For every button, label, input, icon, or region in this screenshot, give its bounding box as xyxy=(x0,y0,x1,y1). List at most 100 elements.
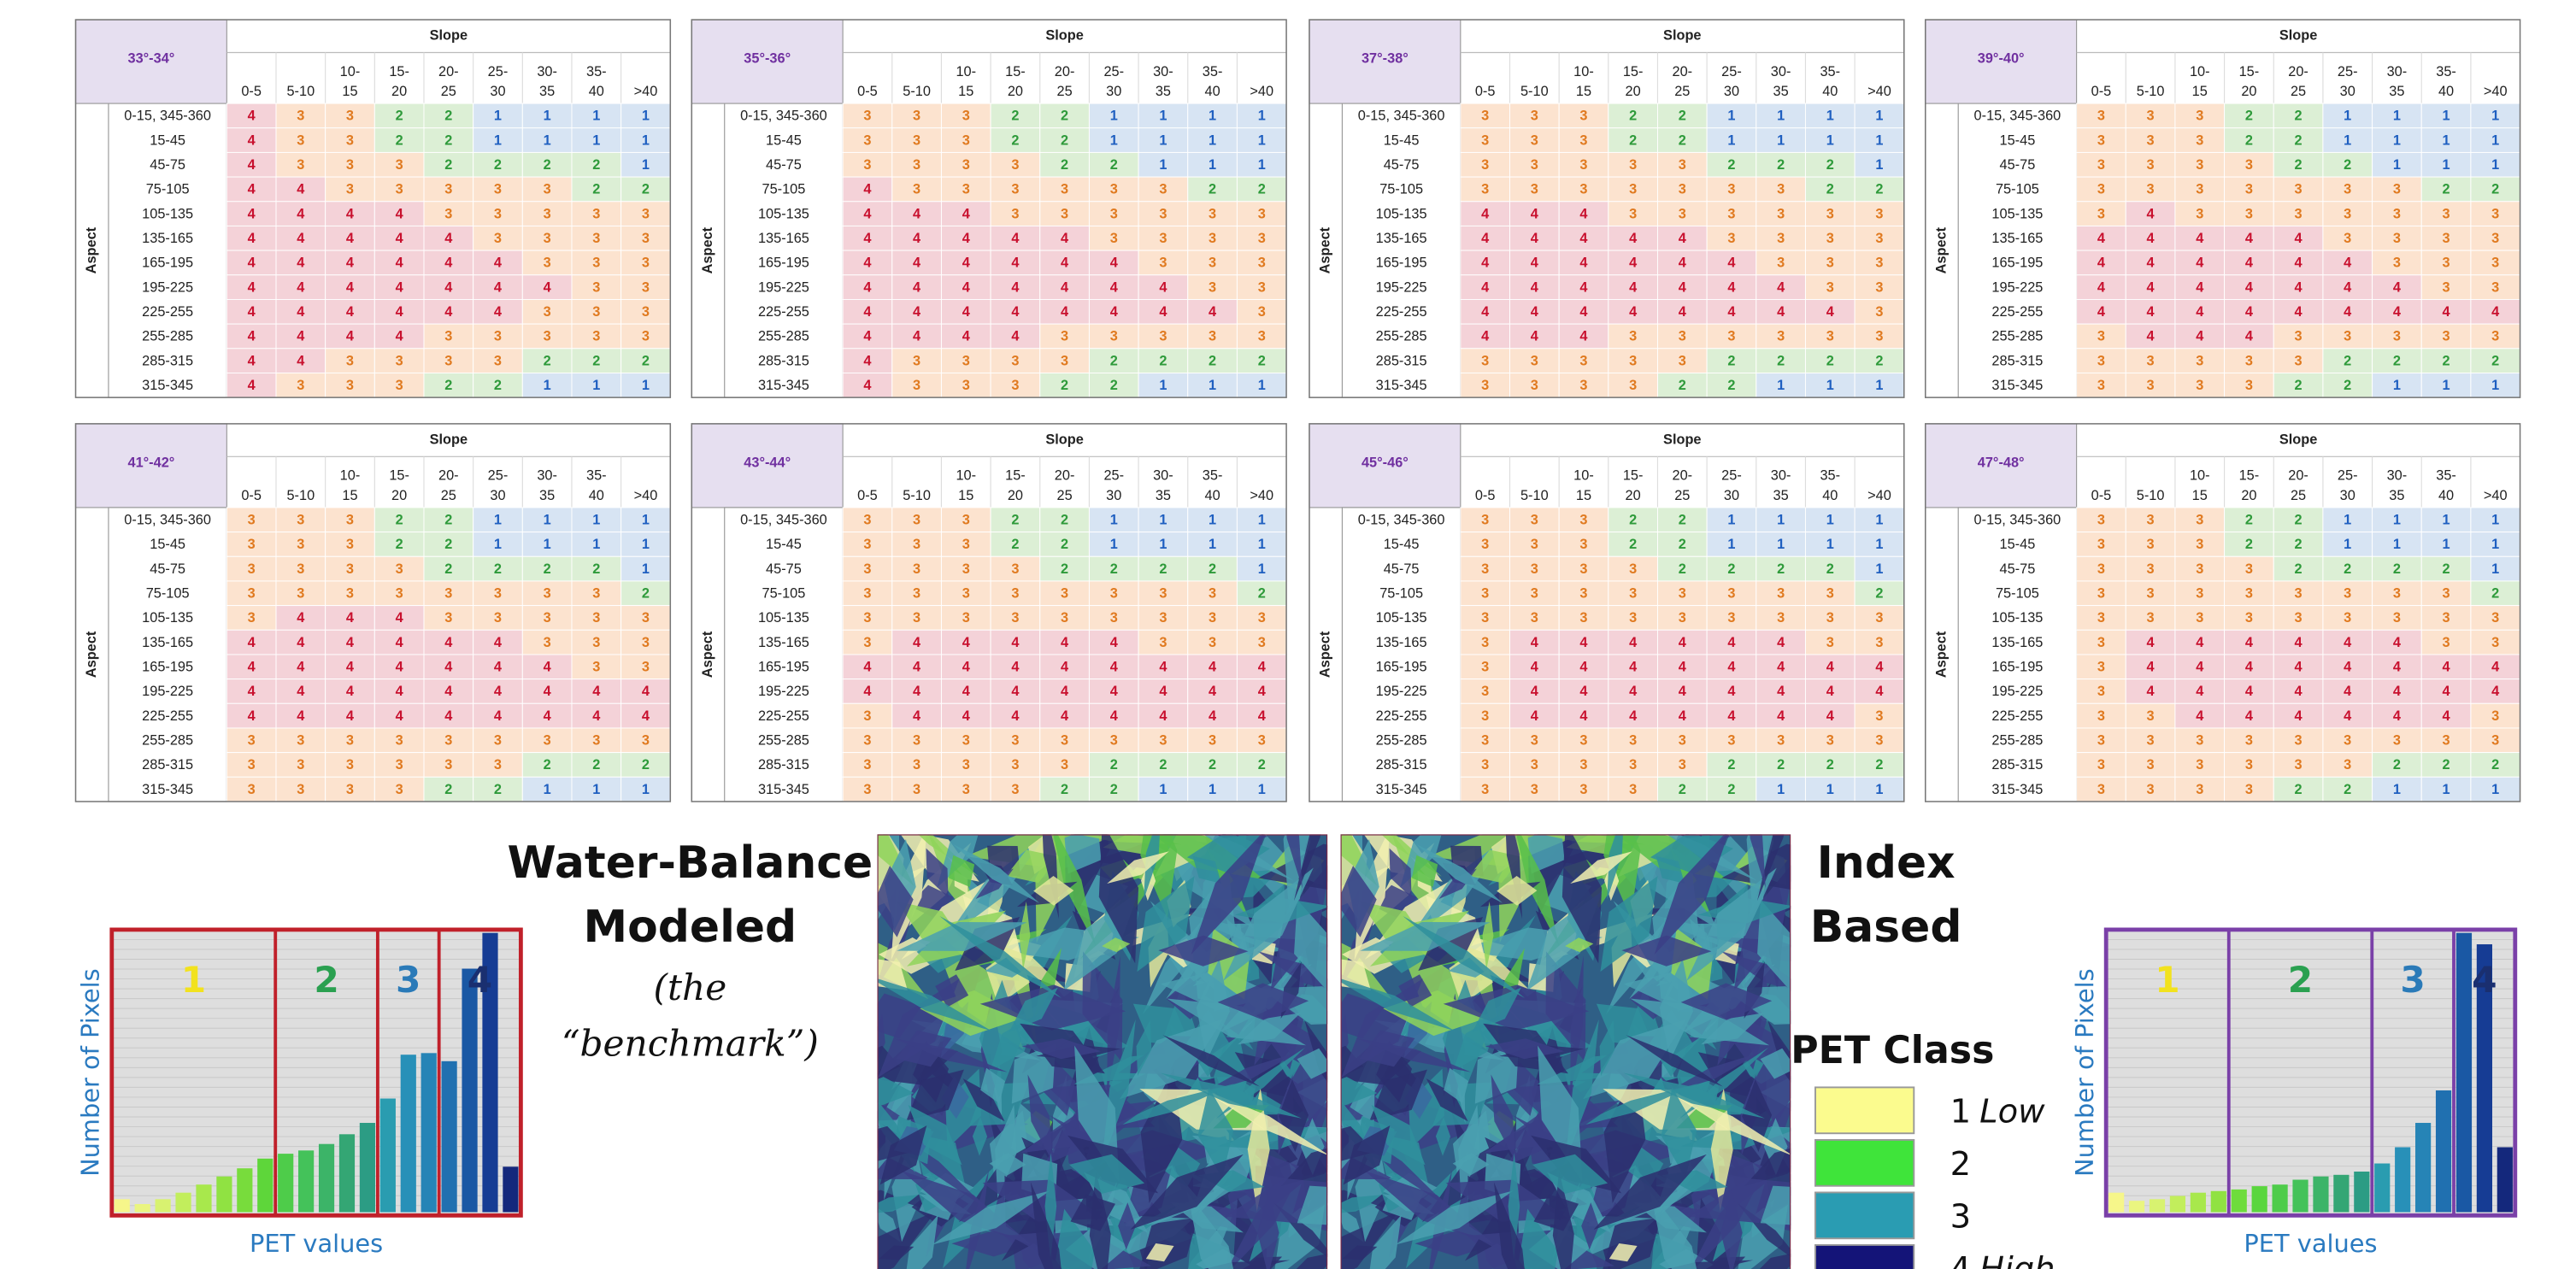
cell-value: 4 xyxy=(346,206,354,221)
cell-value: 3 xyxy=(1777,256,1785,271)
cell-value: 3 xyxy=(1061,329,1068,344)
aspect-row-label: 135-165 xyxy=(758,231,809,246)
cell-value: 3 xyxy=(642,256,650,271)
slope-column-label: >40 xyxy=(1250,488,1273,503)
cell-value: 3 xyxy=(1481,708,1489,724)
cell-value: 4 xyxy=(248,279,256,295)
cell-value: 3 xyxy=(1629,586,1637,602)
cell-value: 3 xyxy=(1481,660,1489,675)
cell-value: 3 xyxy=(2147,109,2155,124)
benchmark-subtitle: (the xyxy=(654,966,727,1008)
cell-value: 3 xyxy=(346,561,354,577)
cell-value: 2 xyxy=(444,513,452,528)
cell-value: 1 xyxy=(1159,537,1167,552)
cell-value: 4 xyxy=(346,304,354,320)
cell-value: 3 xyxy=(2196,537,2203,552)
slope-column-label: 25- xyxy=(488,468,509,484)
cell-value: 2 xyxy=(642,353,650,368)
histogram-bar xyxy=(2333,1175,2349,1213)
cell-value: 4 xyxy=(1531,684,1538,699)
aspect-row-label: 315-345 xyxy=(758,782,809,797)
cell-value: 2 xyxy=(444,782,452,797)
cell-value: 3 xyxy=(1258,329,1266,344)
cell-value: 2 xyxy=(1110,353,1118,368)
cell-value: 4 xyxy=(297,206,304,221)
slope-column-label: 30 xyxy=(1724,84,1739,99)
cell-value: 4 xyxy=(346,660,354,675)
cell-value: 4 xyxy=(1579,256,1587,271)
aspect-row-label: 165-195 xyxy=(758,660,809,675)
cell-value: 3 xyxy=(1110,231,1118,246)
cell-value: 3 xyxy=(544,610,551,626)
cell-value: 1 xyxy=(592,132,600,148)
panel-label: 35°-36° xyxy=(744,51,791,67)
cell-value: 3 xyxy=(346,733,354,749)
cell-value: 1 xyxy=(2344,513,2351,528)
cell-value: 3 xyxy=(2196,378,2203,393)
cell-value: 4 xyxy=(297,353,304,368)
cell-value: 3 xyxy=(1579,157,1587,173)
cell-value: 3 xyxy=(1531,109,1538,124)
cell-value: 4 xyxy=(1777,708,1785,724)
cell-value: 3 xyxy=(494,206,502,221)
aspect-row-label: 225-255 xyxy=(758,304,809,320)
cell-value: 2 xyxy=(1777,757,1785,773)
cell-value: 3 xyxy=(1777,733,1785,749)
aspect-row-label: 75-105 xyxy=(762,182,805,197)
cell-value: 1 xyxy=(1875,157,1883,173)
cell-value: 4 xyxy=(913,635,920,650)
cell-value: 4 xyxy=(544,660,551,675)
cell-value: 4 xyxy=(346,708,354,724)
cell-value: 3 xyxy=(2097,132,2105,148)
cell-value: 4 xyxy=(1727,635,1735,650)
benchmark-subtitle: “benchmark”) xyxy=(562,1022,819,1064)
cell-value: 3 xyxy=(1531,182,1538,197)
cell-value: 3 xyxy=(297,782,304,797)
cell-value: 4 xyxy=(2097,279,2105,295)
aspect-row-label: 225-255 xyxy=(1376,708,1427,724)
cell-value: 3 xyxy=(1629,561,1637,577)
cell-value: 3 xyxy=(544,182,551,197)
cell-value: 4 xyxy=(248,231,256,246)
cell-value: 1 xyxy=(2443,157,2450,173)
slope-column-label: 35- xyxy=(2436,468,2456,484)
cell-value: 4 xyxy=(2147,684,2155,699)
cell-value: 1 xyxy=(544,513,551,528)
cell-value: 1 xyxy=(1826,782,1834,797)
cell-value: 3 xyxy=(2196,182,2203,197)
cell-value: 4 xyxy=(2344,279,2351,295)
slope-column-label: 35 xyxy=(2389,488,2404,503)
slope-aspect-table: 37°-38°Slope0-55-1010-1515-2020-2525-303… xyxy=(1309,20,1904,397)
cell-value: 1 xyxy=(1159,132,1167,148)
slope-column-label: 25- xyxy=(1103,468,1124,484)
cell-value: 4 xyxy=(2491,660,2499,675)
cell-value: 4 xyxy=(396,231,403,246)
cell-value: 3 xyxy=(2147,378,2155,393)
aspect-row-label: 165-195 xyxy=(1991,660,2043,675)
cell-value: 4 xyxy=(1777,660,1785,675)
cell-value: 3 xyxy=(1531,378,1538,393)
cell-value: 3 xyxy=(444,353,452,368)
cell-value: 3 xyxy=(1875,206,1883,221)
cell-value: 3 xyxy=(592,635,600,650)
cell-value: 3 xyxy=(297,157,304,173)
cell-value: 1 xyxy=(1727,132,1735,148)
cell-value: 3 xyxy=(2393,206,2401,221)
cell-value: 4 xyxy=(2393,304,2401,320)
cell-value: 3 xyxy=(2344,757,2351,773)
cell-value: 4 xyxy=(1826,708,1834,724)
cell-value: 3 xyxy=(1258,304,1266,320)
cell-value: 4 xyxy=(1629,304,1637,320)
cell-value: 4 xyxy=(248,660,256,675)
legend-swatch xyxy=(1815,1140,1914,1186)
cell-value: 3 xyxy=(1061,182,1068,197)
cell-value: 4 xyxy=(2491,304,2499,320)
cell-value: 3 xyxy=(2147,733,2155,749)
slope-column-label: 15 xyxy=(2192,84,2208,99)
cell-value: 3 xyxy=(1875,231,1883,246)
cell-value: 4 xyxy=(1110,635,1118,650)
cell-value: 1 xyxy=(1258,132,1266,148)
slope-label: Slope xyxy=(1663,432,1701,447)
histogram-bar xyxy=(2129,1201,2144,1212)
